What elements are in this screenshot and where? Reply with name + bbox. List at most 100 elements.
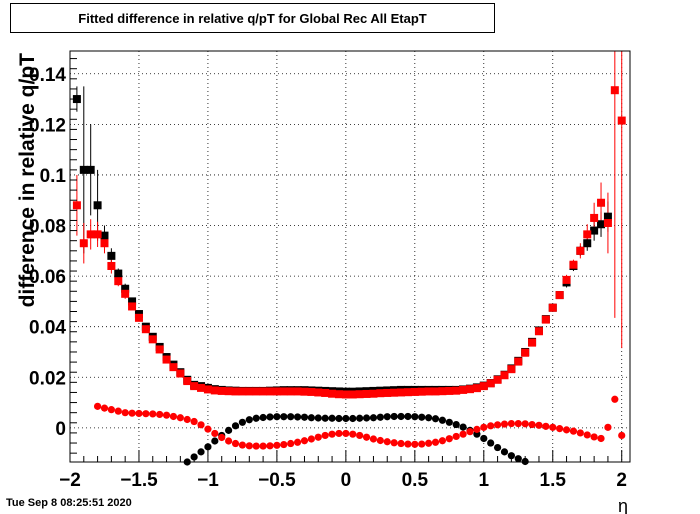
square-marker [314,388,323,397]
circle-marker [404,440,412,448]
circle-marker [383,438,391,446]
square-marker [328,389,337,398]
circle-marker [390,439,398,447]
square-marker [507,365,516,374]
square-marker [590,226,599,235]
square-marker [245,387,254,396]
circle-marker [604,423,612,431]
circle-marker [287,439,295,448]
square-marker [121,284,130,293]
square-marker [438,387,447,396]
square-marker [307,387,316,396]
y-tick-label: 0.14 [29,65,66,86]
circle-marker [569,427,578,435]
circle-marker [349,430,357,438]
circle-marker [211,437,219,445]
square-marker [597,220,606,229]
x-tick-label: 0 [341,470,352,491]
square-marker [79,239,88,248]
circle-marker [114,407,122,415]
circle-marker [418,413,426,421]
circle-marker [259,442,267,450]
x-tick-labels: −2 −1.5 −1 −0.5 0 0.5 1 1.5 2 [59,470,627,491]
square-marker [603,212,612,221]
square-marker [376,389,385,398]
circle-marker [266,442,274,450]
square-marker [424,387,433,396]
square-marker [224,387,233,396]
square-marker [341,390,350,399]
circle-marker [376,436,384,445]
square-marker [472,384,481,393]
square-marker [528,338,537,347]
circle-marker [169,412,178,421]
circle-marker [307,435,315,443]
circle-marker [480,434,488,443]
x-tick-label: 0.5 [402,470,429,491]
circle-marker [438,437,447,445]
square-marker [486,379,495,388]
circle-marker [100,404,109,412]
circle-marker [590,433,598,441]
circle-marker [487,439,495,447]
square-marker [266,387,274,396]
circle-marker [211,429,219,438]
circle-marker [452,432,460,441]
circle-marker [321,414,329,422]
square-marker [217,386,226,395]
square-marker [576,246,585,255]
circle-marker [390,412,398,421]
square-marker [534,327,543,336]
circle-marker [528,420,536,429]
square-marker [72,201,81,210]
square-marker [155,345,164,354]
square-marker [169,363,178,372]
y-tick-label: 0.06 [29,267,66,288]
circle-marker [493,443,502,452]
square-marker [445,386,454,395]
circle-marker [252,414,260,422]
circle-marker [342,414,350,423]
circle-marker [411,413,419,421]
square-marker [107,251,116,260]
circle-marker [231,439,240,448]
circle-marker [238,418,247,426]
circle-marker [500,448,509,456]
circle-marker [459,423,467,431]
circle-marker [487,422,495,430]
axis-ticks [69,58,623,462]
y-tick-label: 0.12 [29,115,66,136]
circle-marker [369,435,378,443]
circle-marker [321,431,329,440]
square-marker [79,165,88,174]
circle-marker [349,414,357,423]
square-marker [334,390,343,399]
circle-marker [583,431,591,439]
square-marker [369,389,378,398]
y-tick-label: 0.08 [29,217,66,238]
x-tick-label: 2 [616,470,627,491]
square-marker [431,387,440,396]
circle-marker [445,435,453,443]
square-marker [293,387,302,396]
square-marker [183,377,192,386]
square-marker [410,387,419,396]
circle-marker [204,425,212,433]
circle-marker [362,414,371,422]
square-marker [100,239,109,248]
square-marker [521,348,530,357]
square-marker [252,387,261,396]
circle-marker [225,426,233,434]
square-marker [610,86,619,95]
square-marker [93,201,102,210]
circle-marker [280,440,288,449]
x-tick-label: −2 [59,470,81,491]
square-marker [114,277,123,286]
square-marker [86,230,95,239]
circle-marker [500,420,509,428]
square-marker [397,388,406,397]
circle-marker [142,410,150,418]
circle-marker [204,443,212,451]
y-axis-title: difference in relative q/pT [16,53,39,308]
circle-marker [162,411,171,419]
